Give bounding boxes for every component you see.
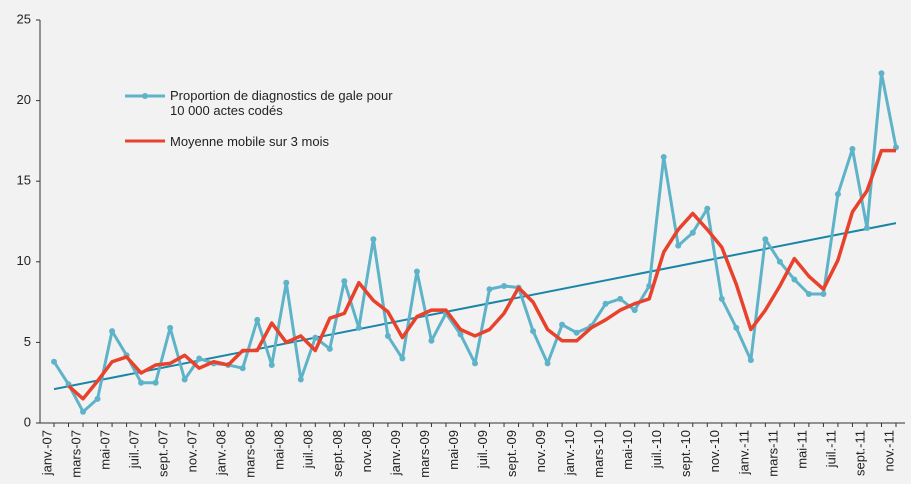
point [326, 345, 333, 352]
point [718, 295, 725, 302]
x-tick-label: sept.-11 [852, 430, 867, 476]
series-line [67, 148, 896, 401]
x-tick-label: nov.-08 [359, 430, 374, 472]
point [370, 236, 377, 243]
y-tick-label: 15 [17, 173, 31, 188]
y-tick-label: 10 [17, 253, 31, 268]
point [559, 321, 566, 328]
point [167, 324, 174, 331]
point [297, 376, 304, 383]
x-tick-label: sept.-10 [678, 430, 693, 477]
x-tick-label: juil.-11 [823, 430, 838, 468]
y-tick-label: 20 [17, 92, 31, 107]
x-tick-label: janv.-10 [562, 430, 577, 476]
x-tick-label: nov.-09 [533, 430, 548, 472]
point [283, 279, 290, 286]
trend-line [53, 222, 897, 391]
point [341, 278, 348, 285]
point [791, 276, 798, 283]
point [544, 360, 551, 367]
x-tick-label: juil.-08 [301, 430, 316, 469]
x-tick-label: sept.-08 [330, 430, 345, 477]
point [254, 316, 261, 323]
point [820, 291, 827, 298]
point [457, 331, 464, 338]
point [863, 224, 870, 231]
x-tick-label: mai-10 [620, 430, 635, 470]
point [689, 229, 696, 236]
y-tick-label: 5 [24, 334, 31, 349]
point [660, 154, 667, 161]
point [834, 191, 841, 198]
point [675, 242, 682, 249]
point [747, 357, 754, 364]
x-tick-label: mars-09 [417, 430, 432, 478]
point [51, 358, 57, 365]
legend-marker [142, 93, 148, 99]
x-tick-label: mai-09 [446, 430, 461, 470]
x-tick-label: mars-08 [243, 430, 258, 478]
point [384, 332, 391, 339]
point [646, 282, 653, 289]
point [312, 334, 319, 341]
point [631, 307, 638, 314]
x-tick-label: nov.-10 [707, 430, 722, 472]
point [413, 268, 420, 275]
point [152, 379, 159, 386]
point [849, 145, 856, 152]
point [268, 361, 275, 368]
x-tick-label: mars-11 [765, 430, 780, 477]
point [138, 379, 145, 386]
point [109, 328, 116, 335]
x-tick-label: juil.-10 [649, 430, 664, 469]
x-tick-label: mai-07 [98, 430, 113, 470]
point [239, 365, 246, 372]
point [776, 258, 783, 265]
x-tick-label: janv.-07 [39, 430, 54, 476]
legend-label: Moyenne mobile sur 3 mois [170, 134, 329, 149]
legend-label: Proportion de diagnostics de gale pour 1… [170, 88, 393, 118]
x-tick-label: sept.-09 [504, 430, 519, 477]
x-tick-label: mai-08 [272, 430, 287, 470]
point [805, 291, 812, 298]
x-tick-label: janv.-11 [736, 430, 751, 475]
y-tick-label: 25 [17, 11, 31, 26]
x-tick-label: sept.-07 [156, 430, 171, 477]
point [94, 395, 101, 402]
point [762, 236, 769, 243]
point [530, 328, 537, 335]
point [399, 355, 406, 362]
point [428, 337, 435, 344]
x-tick-label: mars-10 [591, 430, 606, 478]
point [472, 360, 478, 367]
x-tick-label: mai-11 [794, 430, 809, 469]
y-tick-label: 0 [24, 414, 31, 429]
x-tick-label: janv.-09 [388, 430, 403, 476]
point [486, 286, 493, 293]
point [80, 408, 87, 415]
point [704, 205, 711, 212]
point [602, 300, 609, 307]
point [181, 376, 188, 383]
x-tick-label: nov.-11 [881, 430, 896, 471]
point [355, 324, 362, 331]
point [501, 282, 508, 289]
x-tick-label: janv.-08 [214, 430, 229, 476]
x-tick-label: mars-07 [68, 430, 83, 478]
x-tick-label: juil.-07 [127, 430, 142, 469]
point [617, 295, 624, 302]
point [733, 324, 740, 331]
x-tick-label: nov.-07 [185, 430, 200, 472]
point [573, 329, 580, 336]
point [878, 70, 885, 77]
x-tick-label: juil.-09 [475, 430, 490, 469]
point [196, 355, 203, 362]
